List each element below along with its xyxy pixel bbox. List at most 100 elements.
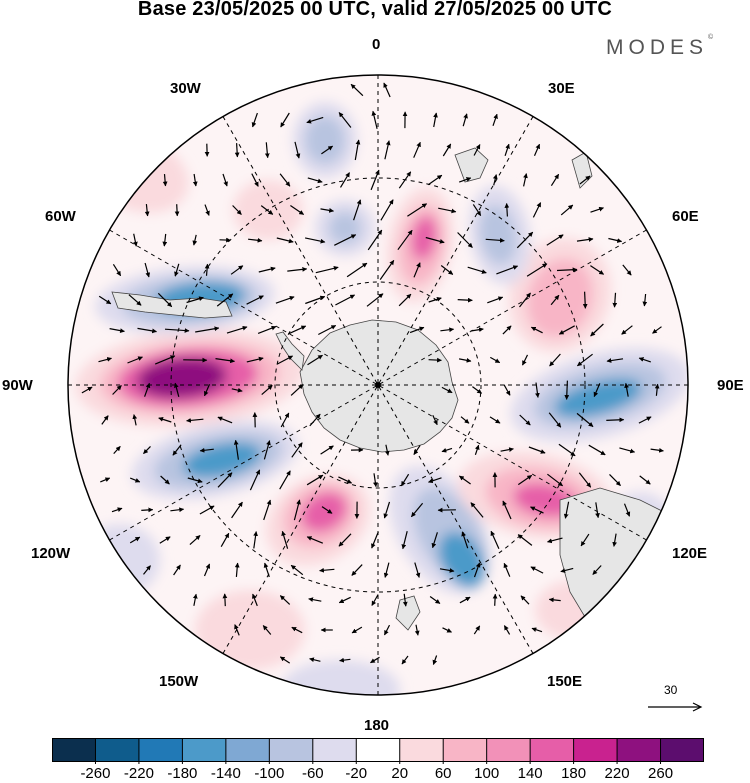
- wind-vector: [263, 499, 272, 521]
- wind-vector: [98, 295, 112, 305]
- colorbar-tick-label: 260: [648, 765, 674, 782]
- wind-vector: [550, 173, 560, 187]
- wind-vector: [556, 267, 578, 273]
- wind-vector: [275, 295, 295, 304]
- wind-vector: [370, 656, 380, 664]
- wind-vector: [473, 625, 481, 635]
- wind-vector: [338, 112, 352, 128]
- wind-vector: [558, 325, 575, 335]
- wind-vector: [379, 260, 395, 280]
- map-frame: [67, 74, 689, 696]
- brand-name: MODES: [606, 36, 709, 59]
- lon-label-180: 180: [364, 717, 390, 734]
- wind-vector: [251, 173, 259, 187]
- wind-vector: [371, 110, 378, 129]
- wind-vector: [246, 295, 264, 305]
- colorbar-swatch: [573, 738, 618, 762]
- wind-vector: [398, 293, 412, 307]
- wind-vector: [467, 266, 487, 274]
- colorbar-swatch: [399, 738, 444, 762]
- wind-vector: [257, 325, 277, 334]
- wind-vector: [489, 416, 501, 424]
- wind-vector: [143, 445, 151, 455]
- wind-vector: [306, 116, 324, 124]
- wind-vector: [321, 506, 333, 514]
- wind-vector: [189, 534, 201, 546]
- anomaly-blob: [195, 590, 305, 670]
- wind-vector: [535, 382, 540, 398]
- wind-vector: [308, 597, 322, 602]
- wind-vector: [428, 477, 442, 484]
- wind-vector: [222, 593, 228, 607]
- wind-vector: [109, 328, 125, 333]
- wind-vector: [251, 112, 258, 128]
- wind-vector: [133, 233, 138, 247]
- wind-vector: [650, 447, 664, 453]
- wind-vector: [470, 327, 484, 333]
- wind-vector: [112, 385, 122, 395]
- wind-vectors: [81, 82, 664, 665]
- wind-vector: [346, 262, 368, 278]
- wind-vector: [414, 562, 421, 578]
- wind-vector: [576, 412, 594, 428]
- wind-vector: [470, 502, 484, 518]
- wind-vector: [383, 562, 390, 578]
- colorbar-tick-label: 180: [561, 765, 587, 782]
- wind-vector: [307, 177, 323, 184]
- wind-vector: [517, 474, 533, 486]
- wind-vector: [410, 502, 424, 518]
- wind-vector: [127, 356, 143, 364]
- wind-vector: [593, 383, 601, 398]
- wind-vector: [490, 356, 501, 364]
- wind-vector: [353, 199, 362, 221]
- wind-vector: [231, 387, 243, 393]
- wind-vector: [172, 444, 182, 456]
- wind-vector: [397, 229, 413, 251]
- anomaly-blob: [329, 212, 361, 244]
- wind-vector: [398, 171, 412, 189]
- colorbar-swatch: [660, 738, 704, 762]
- wind-vector: [370, 169, 380, 191]
- wind-vector: [230, 265, 244, 275]
- wind-vector: [160, 475, 170, 485]
- wind-vector: [530, 566, 544, 574]
- latitude-graticule: [170, 177, 586, 593]
- wind-vector: [458, 357, 472, 363]
- wind-vector: [339, 657, 351, 663]
- wind-vector: [186, 296, 204, 304]
- wind-vector: [578, 472, 592, 488]
- wind-vector: [217, 416, 233, 424]
- wind-vector: [263, 440, 271, 460]
- wind-vector: [318, 324, 337, 336]
- wind-vector: [473, 562, 481, 578]
- wind-vector: [459, 475, 471, 485]
- wind-vector: [164, 328, 190, 333]
- colorbar-swatch: [530, 738, 575, 762]
- wind-vector: [354, 139, 361, 161]
- wind-vector: [372, 473, 378, 488]
- wind-vector: [612, 292, 618, 308]
- wind-vector: [440, 327, 455, 333]
- anomaly-blob: [280, 660, 400, 695]
- wind-vector: [132, 414, 138, 426]
- wind-vector: [606, 417, 625, 423]
- wind-vector: [652, 326, 662, 334]
- wind-vector: [113, 445, 121, 455]
- wind-vector: [290, 205, 304, 215]
- reference-vector-label: 30: [664, 683, 678, 697]
- wind-vector: [128, 294, 142, 306]
- wind-vector: [550, 294, 560, 306]
- colorbar-tick-label: -140: [210, 765, 241, 782]
- wind-vector: [401, 655, 409, 665]
- wind-vector: [280, 112, 290, 128]
- wind-vector: [192, 593, 198, 606]
- wind-vector: [533, 143, 541, 156]
- wind-vector: [258, 266, 276, 273]
- wind-vector: [520, 595, 530, 605]
- colorbar-frame: [52, 738, 704, 762]
- reference-vector-arrow: [648, 702, 703, 712]
- wind-vector: [338, 596, 351, 604]
- lon-label-90w: 90W: [2, 377, 33, 394]
- wind-vector: [438, 207, 457, 214]
- wind-vector: [384, 140, 391, 160]
